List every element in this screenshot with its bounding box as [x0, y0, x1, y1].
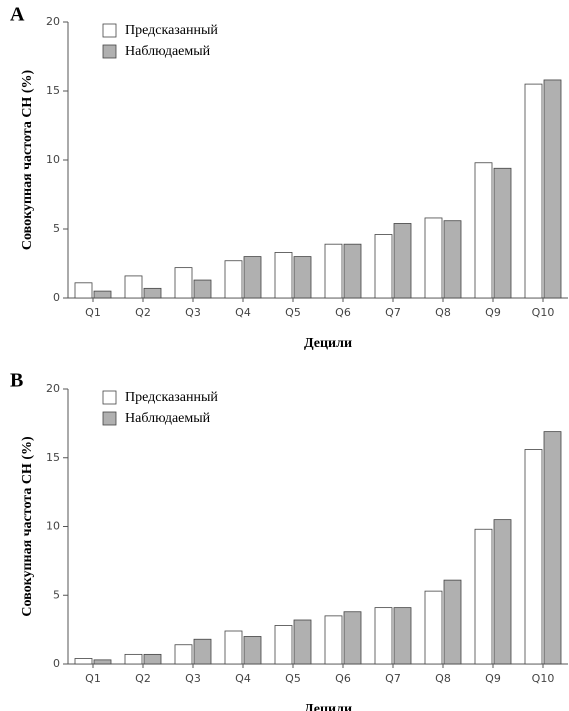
- bar: [293, 619, 312, 665]
- bar: [324, 243, 343, 299]
- bar: [543, 79, 562, 299]
- x-tick-label: Q6: [335, 306, 351, 319]
- panel-label: B: [10, 370, 23, 392]
- legend-label: Предсказанный: [125, 390, 218, 405]
- x-axis-title: Децили: [304, 702, 352, 711]
- bar: [174, 644, 193, 665]
- y-tick-label: 20: [46, 382, 60, 395]
- bar: [193, 279, 212, 299]
- x-tick-label: Q2: [135, 672, 151, 685]
- bar: [343, 611, 362, 665]
- bar: [224, 260, 243, 299]
- bar: [474, 528, 493, 665]
- x-tick-label: Q2: [135, 306, 151, 319]
- bar: [293, 256, 312, 299]
- x-tick-label: Q9: [485, 306, 501, 319]
- bar: [393, 607, 412, 665]
- legend-swatch: [102, 23, 117, 38]
- bar: [374, 234, 393, 299]
- legend-swatch: [102, 44, 117, 59]
- bar: [93, 290, 112, 299]
- x-tick-label: Q1: [85, 306, 101, 319]
- bar: [193, 638, 212, 665]
- legend-label: Наблюдаемый: [125, 411, 211, 426]
- legend-label: Наблюдаемый: [125, 44, 211, 59]
- bar: [143, 287, 162, 299]
- bar: [443, 579, 462, 665]
- x-tick-label: Q9: [485, 672, 501, 685]
- bar: [343, 243, 362, 299]
- y-tick-label: 15: [46, 451, 60, 464]
- bar: [493, 519, 512, 665]
- bar: [524, 83, 543, 299]
- x-tick-label: Q7: [385, 306, 401, 319]
- y-tick-label: 20: [46, 15, 60, 28]
- bar: [274, 625, 293, 665]
- bar: [324, 615, 343, 665]
- x-tick-label: Q10: [532, 306, 555, 319]
- bar: [374, 607, 393, 665]
- bar: [74, 282, 93, 299]
- bar: [243, 636, 262, 665]
- x-tick-label: Q5: [285, 306, 301, 319]
- bar: [243, 256, 262, 299]
- bar: [424, 217, 443, 299]
- x-tick-label: Q8: [435, 672, 451, 685]
- x-tick-label: Q5: [285, 672, 301, 685]
- x-tick-label: Q8: [435, 306, 451, 319]
- y-axis-title: Совокупная частота СН (%): [20, 436, 35, 617]
- x-tick-label: Q1: [85, 672, 101, 685]
- bar: [143, 653, 162, 665]
- bar: [424, 590, 443, 665]
- bar: [174, 267, 193, 299]
- bar: [543, 431, 562, 665]
- bar: [74, 658, 93, 665]
- panel-label: A: [10, 4, 25, 26]
- x-tick-label: Q7: [385, 672, 401, 685]
- legend-swatch: [102, 390, 117, 405]
- bar: [393, 223, 412, 299]
- y-tick-label: 10: [46, 153, 60, 166]
- y-tick-label: 0: [53, 291, 60, 304]
- legend-label: Предсказанный: [125, 23, 218, 38]
- legend-swatch: [102, 411, 117, 426]
- bar: [124, 653, 143, 665]
- y-axis-title: Совокупная частота СН (%): [20, 70, 35, 251]
- y-tick-label: 5: [53, 588, 60, 601]
- bar: [93, 659, 112, 665]
- x-tick-label: Q10: [532, 672, 555, 685]
- y-tick-label: 10: [46, 520, 60, 533]
- bar: [124, 275, 143, 299]
- bar: [493, 167, 512, 299]
- y-tick-label: 5: [53, 222, 60, 235]
- bar: [524, 449, 543, 665]
- bar: [274, 252, 293, 299]
- x-tick-label: Q4: [235, 672, 251, 685]
- x-tick-label: Q6: [335, 672, 351, 685]
- y-tick-label: 15: [46, 84, 60, 97]
- bar: [474, 162, 493, 299]
- x-tick-label: Q3: [185, 672, 201, 685]
- bar: [224, 630, 243, 665]
- x-tick-label: Q4: [235, 306, 251, 319]
- bar: [443, 220, 462, 299]
- x-axis-title: Децили: [304, 336, 352, 351]
- x-tick-label: Q3: [185, 306, 201, 319]
- y-tick-label: 0: [53, 657, 60, 670]
